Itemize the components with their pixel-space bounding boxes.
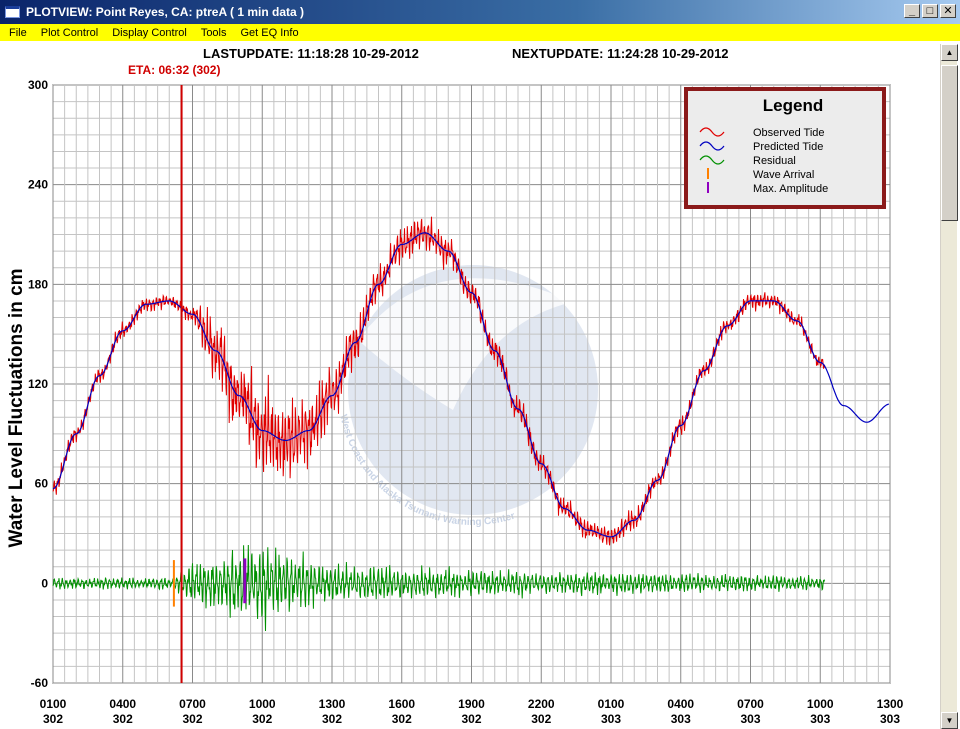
- tide-chart: West Coast and Alaska Tsunami Warning Ce…: [6, 78, 904, 726]
- y-tick-label: 300: [28, 78, 48, 92]
- window-controls: _ □ ✕: [904, 4, 956, 18]
- x-tick-time-label: 1900: [458, 697, 485, 711]
- x-tick-day-label: 303: [671, 712, 691, 726]
- y-tick-label: 120: [28, 377, 48, 391]
- menu-display-control[interactable]: Display Control: [112, 26, 187, 39]
- title-bar: PLOTVIEW: Point Reyes, CA: ptreA ( 1 min…: [0, 0, 960, 24]
- eta-label: ETA: 06:32 (302): [128, 63, 221, 77]
- x-tick-time-label: 1300: [319, 697, 346, 711]
- x-tick-day-label: 302: [322, 712, 342, 726]
- x-tick-day-label: 303: [810, 712, 830, 726]
- maximize-button[interactable]: □: [922, 4, 938, 18]
- x-tick-time-label: 1300: [877, 697, 904, 711]
- legend: Legend Observed Tide Predicted Tide Residua…: [684, 87, 886, 209]
- scroll-up-arrow-icon[interactable]: ▲: [941, 44, 958, 61]
- scrollbar-thumb[interactable]: [941, 65, 958, 221]
- menu-file[interactable]: File: [9, 26, 27, 39]
- x-tick-time-label: 1600: [388, 697, 415, 711]
- x-tick-time-label: 0400: [667, 697, 694, 711]
- menu-bar: File Plot Control Display Control Tools …: [0, 24, 960, 41]
- x-tick-time-label: 1000: [807, 697, 834, 711]
- legend-entry-label: Residual: [753, 155, 796, 167]
- menu-tools[interactable]: Tools: [200, 26, 227, 39]
- x-tick-day-label: 302: [113, 712, 133, 726]
- chart-series: [52, 85, 890, 683]
- y-axis-title: Water Level Fluctuations in cm: [6, 268, 27, 547]
- app-window-icon: [5, 6, 20, 18]
- minimize-button[interactable]: _: [904, 4, 920, 18]
- chart-axes: -600601201802403000100302040030207003021…: [28, 78, 904, 726]
- x-tick-day-label: 303: [740, 712, 760, 726]
- legend-swatch-wave: [699, 141, 725, 151]
- x-tick-day-label: 302: [392, 712, 412, 726]
- vertical-scrollbar[interactable]: ▲ ▼: [940, 44, 958, 729]
- seal-bird: [358, 278, 573, 410]
- predicted-tide-series-line: [52, 232, 890, 538]
- legend-title: Legend: [763, 96, 823, 115]
- x-tick-time-label: 0100: [598, 697, 625, 711]
- chart-grid: [52, 84, 891, 684]
- x-tick-day-label: 303: [880, 712, 900, 726]
- y-tick-label: 60: [35, 477, 49, 491]
- x-tick-day-label: 302: [461, 712, 481, 726]
- legend-box: [684, 87, 886, 209]
- x-tick-day-label: 302: [43, 712, 63, 726]
- x-tick-day-label: 302: [252, 712, 272, 726]
- scroll-down-arrow-icon[interactable]: ▼: [941, 712, 958, 729]
- legend-entry-label: Max. Amplitude: [753, 183, 828, 195]
- x-tick-day-label: 302: [182, 712, 202, 726]
- x-tick-time-label: 0700: [179, 697, 206, 711]
- x-tick-time-label: 0700: [737, 697, 764, 711]
- legend-entry-label: Observed Tide: [753, 127, 825, 139]
- x-tick-day-label: 303: [601, 712, 621, 726]
- noaa-seal-watermark: West Coast and Alaska Tsunami Warning Ce…: [337, 265, 598, 528]
- menu-plot-control[interactable]: Plot Control: [40, 26, 99, 39]
- x-tick-time-label: 0100: [40, 697, 67, 711]
- x-tick-day-label: 302: [531, 712, 551, 726]
- y-tick-label: -60: [31, 676, 49, 690]
- last-update-label: LASTUPDATE: 11:18:28 10-29-2012: [203, 46, 419, 61]
- y-tick-label: 180: [28, 277, 48, 291]
- next-update-label: NEXTUPDATE: 11:24:28 10-29-2012: [512, 46, 729, 61]
- y-tick-label: 0: [41, 576, 48, 590]
- legend-swatch-wave: [699, 155, 725, 165]
- y-tick-label: 240: [28, 178, 48, 192]
- menu-get-eq-info[interactable]: Get EQ Info: [240, 26, 299, 39]
- window-title: PLOTVIEW: Point Reyes, CA: ptreA ( 1 min…: [26, 5, 305, 19]
- legend-swatch-wave: [699, 127, 725, 137]
- x-tick-time-label: 1000: [249, 697, 276, 711]
- x-tick-time-label: 2200: [528, 697, 555, 711]
- x-tick-time-label: 0400: [109, 697, 136, 711]
- legend-entry-label: Predicted Tide: [753, 141, 823, 153]
- close-button[interactable]: ✕: [940, 4, 956, 18]
- legend-entry-label: Wave Arrival: [753, 169, 814, 181]
